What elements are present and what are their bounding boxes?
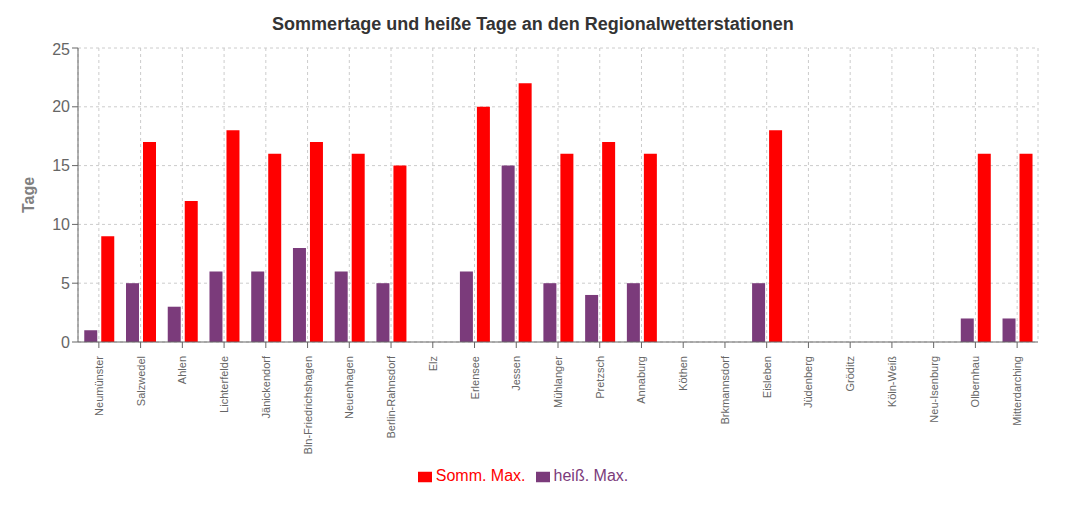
svg-text:Bln-Friedrichshagen: Bln-Friedrichshagen bbox=[302, 356, 314, 454]
svg-text:Gröditz: Gröditz bbox=[844, 356, 856, 391]
html-text:heiß. Max.: heiß. Max. bbox=[553, 467, 629, 484]
svg-text:Jänickendorf: Jänickendorf bbox=[260, 355, 272, 418]
svg-text:Neuenhagen: Neuenhagen bbox=[343, 356, 355, 419]
svg-text:Jessen: Jessen bbox=[510, 356, 522, 391]
svg-text:Köln-Weiß: Köln-Weiß bbox=[886, 356, 898, 407]
svg-text:Erlensee: Erlensee bbox=[469, 356, 481, 399]
html-text:Somm. Max.: Somm. Max. bbox=[435, 467, 526, 484]
svg-text:10: 10 bbox=[52, 216, 70, 233]
svg-text:Mühlanger: Mühlanger bbox=[552, 356, 564, 408]
svg-text:5: 5 bbox=[61, 275, 70, 292]
svg-text:Elz: Elz bbox=[427, 356, 439, 371]
svg-text:Ahlen: Ahlen bbox=[176, 356, 188, 384]
svg-text:Eisleben: Eisleben bbox=[761, 356, 773, 398]
svg-text:Annaburg: Annaburg bbox=[635, 356, 647, 404]
svg-text:Mitterdarching: Mitterdarching bbox=[1011, 356, 1023, 426]
html-text:Sommertage und heiße Tage an d: Sommertage und heiße Tage an den Regiona… bbox=[272, 14, 794, 34]
svg-text:Pretzsch: Pretzsch bbox=[594, 356, 606, 399]
svg-text:Tage: Tage bbox=[20, 177, 37, 213]
svg-text:0: 0 bbox=[61, 334, 70, 351]
svg-text:Köthen: Köthen bbox=[677, 356, 689, 391]
svg-text:20: 20 bbox=[52, 98, 70, 115]
svg-text:15: 15 bbox=[52, 157, 70, 174]
svg-text:Lichterfelde: Lichterfelde bbox=[218, 356, 230, 413]
svg-text:Neumünster: Neumünster bbox=[93, 356, 105, 416]
svg-text:Brkmannsdorf: Brkmannsdorf bbox=[719, 355, 731, 424]
svg-text:25: 25 bbox=[52, 41, 70, 58]
svg-text:Olbernhau: Olbernhau bbox=[969, 356, 981, 407]
svg-text:Salzwedel: Salzwedel bbox=[135, 356, 147, 406]
svg-text:Neu-Isenburg: Neu-Isenburg bbox=[928, 356, 940, 423]
svg-text:Berlin-Rahnsdorf: Berlin-Rahnsdorf bbox=[385, 355, 397, 438]
svg-text:Jüdenberg: Jüdenberg bbox=[802, 356, 814, 408]
